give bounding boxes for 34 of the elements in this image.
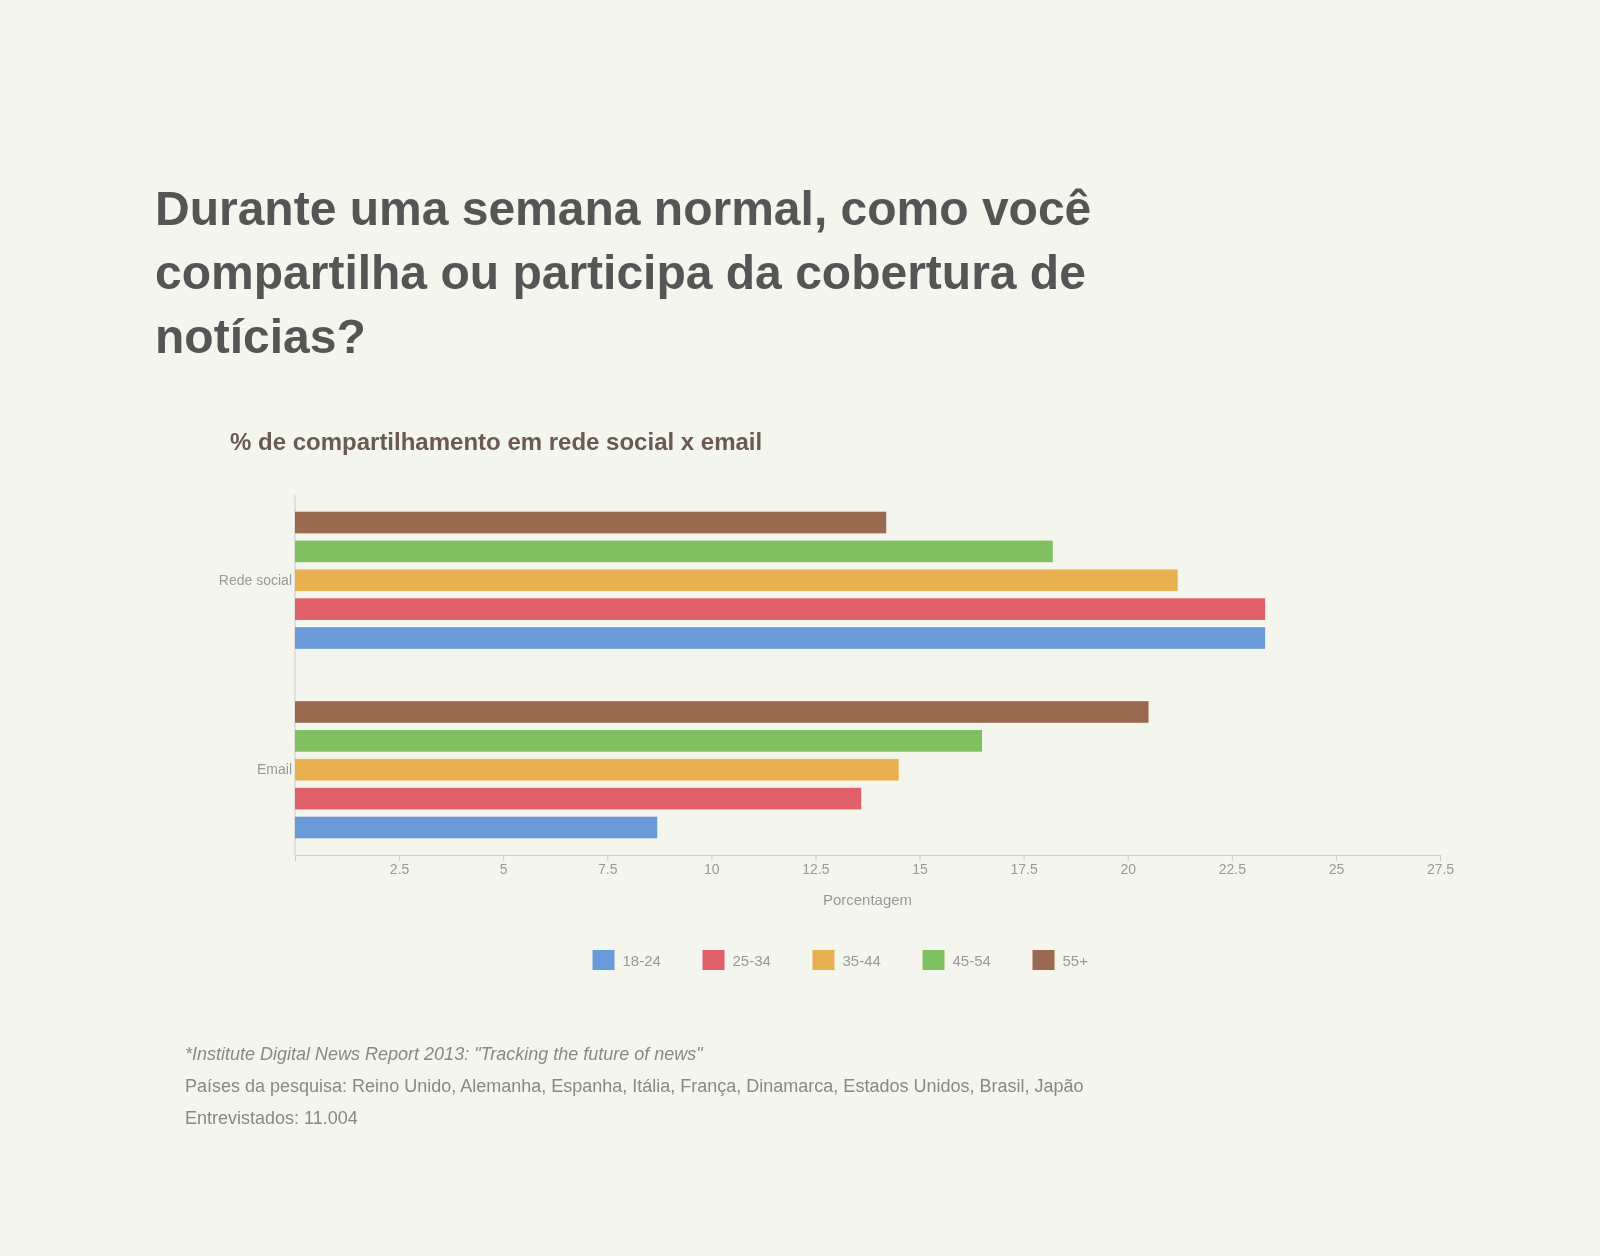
bar: [295, 758, 899, 781]
bar: [295, 511, 887, 534]
chart-title: Durante uma semana normal, como você compartilha ou participa da cobertura de notícias?: [155, 182, 1092, 363]
x-tick-label: 17.5: [1010, 860, 1038, 877]
x-axis-title: Porcentagem: [822, 891, 913, 908]
x-tick-label: 10: [704, 860, 720, 877]
bar: [295, 598, 1266, 620]
x-tick-label: 12.5: [802, 860, 830, 877]
chart-subtitle: % de compartilhamento em rede social x email: [230, 428, 763, 455]
bar: [295, 627, 1266, 649]
bar: [295, 787, 862, 810]
bar: [295, 569, 1178, 592]
text: Entrevistados: 11.004: [185, 1108, 358, 1128]
bar: [295, 701, 1149, 723]
legend-label: 35-44: [842, 952, 881, 969]
legend-label: 45-54: [952, 952, 991, 969]
bar: [295, 816, 658, 839]
x-tick-label: 27.5: [1426, 860, 1455, 877]
x-tick-label: 7.5: [598, 860, 618, 877]
x-tick-label: 22.5: [1218, 860, 1247, 877]
x-tick-label: 5: [499, 860, 508, 877]
y-tick-label: Email: [256, 761, 292, 778]
x-tick-label: 25: [1328, 860, 1345, 877]
legend-label: 25-34: [732, 952, 771, 969]
x-tick-label: 15: [912, 860, 929, 877]
x-tick-label: 20: [1120, 860, 1137, 877]
bar: [295, 540, 1053, 563]
text: *Institute Digital News Report 2013: "Tracking the future of news": [185, 1044, 705, 1064]
text: Países da pesquisa: Reino Unido, Alemanha, Espanha, Itália, França, Dinamarca, Estados Unidos, Brasil, Japão: [185, 1076, 1084, 1096]
bar: [295, 730, 982, 752]
y-tick-label: Rede social: [218, 571, 292, 588]
legend-label: 18-24: [622, 952, 661, 969]
x-tick-label: 2.5: [389, 860, 410, 877]
legend-label: 55+: [1062, 952, 1089, 969]
